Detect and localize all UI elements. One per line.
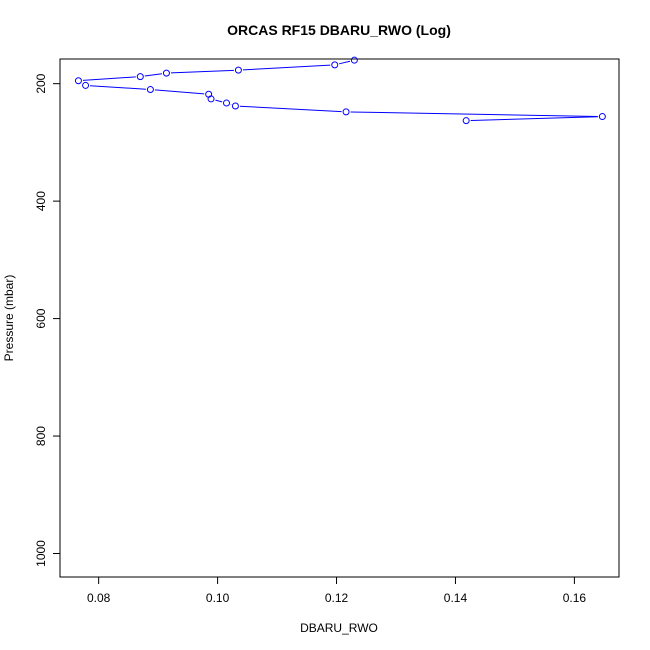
y-tick-label: 600 xyxy=(34,308,48,328)
series-line-segment xyxy=(154,89,205,95)
series-line-segment xyxy=(339,60,351,65)
data-point xyxy=(231,102,239,110)
chart-title: ORCAS RF15 DBARU_RWO (Log) xyxy=(227,22,451,38)
series-layer xyxy=(74,56,606,125)
series-line-segment xyxy=(350,111,598,117)
x-tick-label: 0.08 xyxy=(87,591,111,605)
data-point xyxy=(598,113,606,121)
x-axis-label: DBARU_RWO xyxy=(300,621,378,635)
x-tick-label: 0.16 xyxy=(563,591,587,605)
series-line-segment xyxy=(239,105,342,113)
x-tick-label: 0.14 xyxy=(444,591,468,605)
data-point xyxy=(82,81,90,89)
series-line-segment xyxy=(144,73,163,77)
series-line-segment xyxy=(242,64,331,71)
data-point xyxy=(74,77,82,85)
x-axis: 0.08 0.10 0.12 0.14 0.16 xyxy=(87,577,586,605)
data-point xyxy=(162,69,170,77)
data-point xyxy=(234,66,242,74)
series-line-segment xyxy=(470,116,598,122)
data-point xyxy=(350,56,358,64)
series-line-segment xyxy=(82,76,136,81)
y-tick-label: 1000 xyxy=(34,540,48,567)
series-line-segment xyxy=(90,85,146,90)
y-tick-label: 400 xyxy=(34,191,48,211)
data-point xyxy=(223,99,231,107)
series-line-segment xyxy=(170,69,234,74)
data-point xyxy=(462,117,470,125)
plot-area xyxy=(59,56,620,578)
y-axis-label: Pressure (mbar) xyxy=(2,275,16,362)
data-point xyxy=(342,108,350,116)
data-point xyxy=(136,73,144,81)
x-tick-label: 0.10 xyxy=(206,591,230,605)
x-tick-label: 0.12 xyxy=(325,591,349,605)
y-tick-label: 200 xyxy=(34,73,48,93)
data-point xyxy=(331,61,339,69)
y-tick-label: 800 xyxy=(34,426,48,446)
y-axis: 200 400 600 800 1000 xyxy=(34,73,60,567)
data-point xyxy=(146,86,154,94)
data-point xyxy=(207,95,215,103)
series-line-segment xyxy=(215,99,223,103)
plot-frame xyxy=(59,58,620,578)
